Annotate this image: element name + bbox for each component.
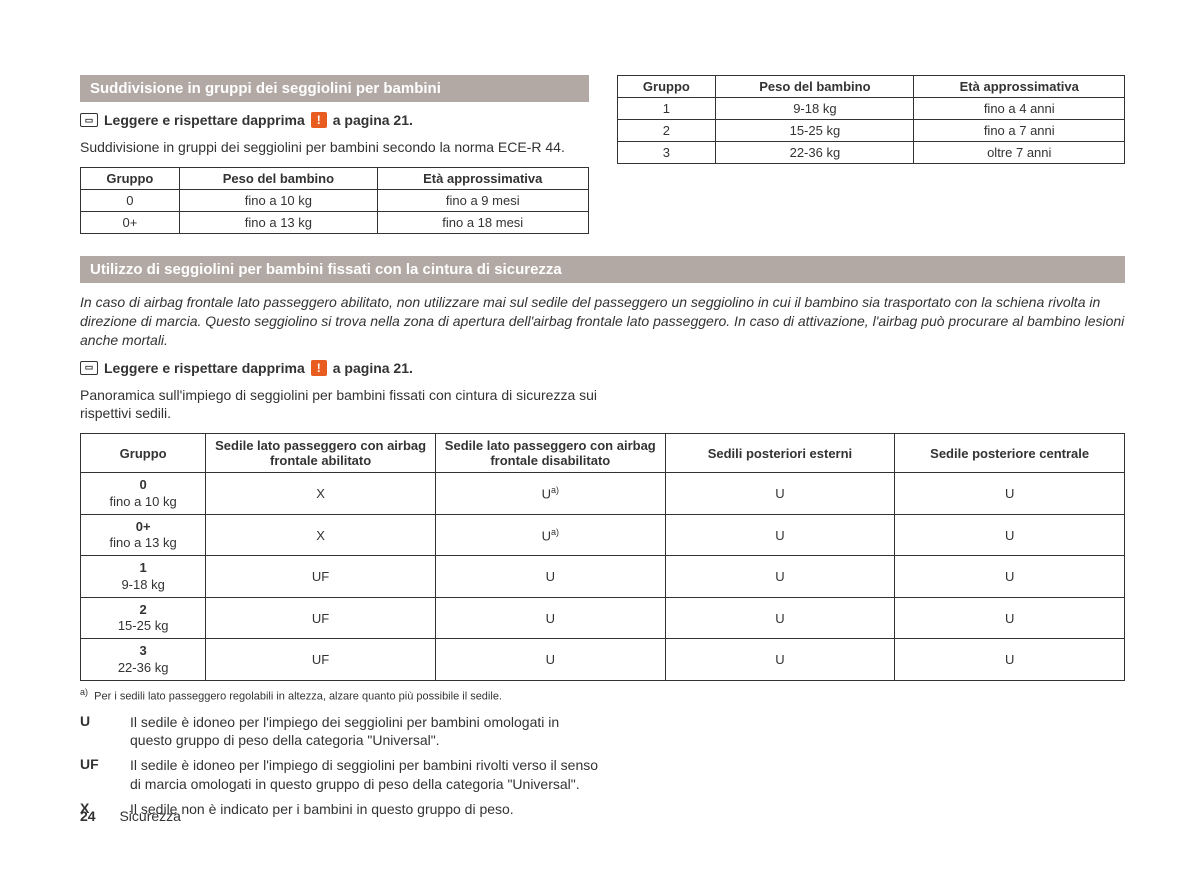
th-age: Età approssimativa [377,167,588,189]
table-row: 0+fino a 13 kgfino a 18 mesi [81,211,589,233]
read-note-1: ▭ Leggere e rispettare dapprima ! a pagi… [80,112,589,128]
seat-cell: U [665,473,895,515]
seat-group-cell: 19-18 kg [81,556,206,598]
seat-cell: U [895,556,1125,598]
table-row: 0fino a 10 kgXUa)UU [81,473,1125,515]
th-group: Gruppo [81,167,180,189]
book-icon: ▭ [80,361,98,375]
seat-th-front-enabled: Sedile lato passeggero con airbag fronta… [206,434,436,473]
legend-text: Il sedile è idoneo per l'impiego di segg… [130,756,600,794]
footnote-a: a) Per i sedili lato passeggero regolabi… [80,687,1125,703]
table-cell: 3 [617,142,716,164]
table-cell: fino a 7 anni [914,120,1125,142]
seat-cell: U [435,556,665,598]
legend-row: UF Il sedile è idoneo per l'impiego di se… [80,756,1125,794]
page-footer: 24 Sicurezza [80,808,181,824]
warning-icon: ! [311,360,327,376]
section-header-seatbelt: Utilizzo di seggiolini per bambini fissa… [80,256,1125,283]
table-cell: 2 [617,120,716,142]
warning-icon: ! [311,112,327,128]
legend-text: Il sedile non è indicato per i bambini i… [130,800,514,819]
table-cell: fino a 10 kg [179,189,377,211]
airbag-warning: In caso di airbag frontale lato passegge… [80,293,1125,350]
table-cell: 9-18 kg [716,98,914,120]
section1-intro: Suddivisione in gruppi dei seggiolini pe… [80,138,589,157]
seat-group-cell: 215-25 kg [81,597,206,639]
seat-group-cell: 322-36 kg [81,639,206,681]
table-row: 322-36 kgoltre 7 anni [617,142,1125,164]
seat-cell: UF [206,597,436,639]
legend-key: UF [80,756,108,772]
read-suffix-2: a pagina 21. [333,360,413,376]
seat-cell: U [895,514,1125,556]
seat-cell: U [665,556,895,598]
legend-row: U Il sedile è idoneo per l'impiego dei se… [80,713,1125,751]
table-cell: fino a 9 mesi [377,189,588,211]
table-cell: 0 [81,189,180,211]
seat-cell: U [665,639,895,681]
table-cell: oltre 7 anni [914,142,1125,164]
seat-cell: U [895,597,1125,639]
read-note-2: ▭ Leggere e rispettare dapprima ! a pagi… [80,360,1125,376]
legend-row: XIl sedile non è indicato per i bambini … [80,800,1125,819]
seat-th-rear-outer: Sedili posteriori esterni [665,434,895,473]
seat-cell: X [206,473,436,515]
section-header-groups: Suddivisione in gruppi dei seggiolini pe… [80,75,589,102]
seat-cell: U [665,597,895,639]
page-number: 24 [80,808,96,824]
seat-cell: Ua) [435,473,665,515]
th-group-r: Gruppo [617,76,716,98]
seat-cell: Ua) [435,514,665,556]
legend-key: U [80,713,108,729]
seat-cell: UF [206,639,436,681]
table-cell: fino a 18 mesi [377,211,588,233]
seat-th-group: Gruppo [81,434,206,473]
th-weight: Peso del bambino [179,167,377,189]
table-cell: fino a 13 kg [179,211,377,233]
table-cell: 22-36 kg [716,142,914,164]
seat-th-rear-center: Sedile posteriore centrale [895,434,1125,473]
group-table-right: Gruppo Peso del bambino Età approssimati… [617,75,1126,164]
seat-cell: U [435,639,665,681]
table-cell: 1 [617,98,716,120]
seat-cell: U [895,473,1125,515]
table-cell: fino a 4 anni [914,98,1125,120]
seat-group-cell: 0+fino a 13 kg [81,514,206,556]
read-prefix-2: Leggere e rispettare dapprima [104,360,305,376]
legend: U Il sedile è idoneo per l'impiego dei se… [80,713,1125,819]
seat-cell: X [206,514,436,556]
table-cell: 15-25 kg [716,120,914,142]
footnote-text: Per i sedili lato passeggero regolabili … [94,691,502,703]
seat-cell: U [665,514,895,556]
th-weight-r: Peso del bambino [716,76,914,98]
table-cell: 0+ [81,211,180,233]
table-row: 0fino a 10 kgfino a 9 mesi [81,189,589,211]
table-row: 215-25 kgUFUUU [81,597,1125,639]
table-row: 19-18 kgUFUUU [81,556,1125,598]
seat-cell: U [435,597,665,639]
table-row: 322-36 kgUFUUU [81,639,1125,681]
th-age-r: Età approssimativa [914,76,1125,98]
footer-section: Sicurezza [119,808,180,824]
read-suffix-1: a pagina 21. [333,112,413,128]
group-table-left: Gruppo Peso del bambino Età approssimati… [80,167,589,234]
footnote-marker: a) [80,687,88,697]
book-icon: ▭ [80,113,98,127]
seat-group-cell: 0fino a 10 kg [81,473,206,515]
table-row: 0+fino a 13 kgXUa)UU [81,514,1125,556]
seat-cell: U [895,639,1125,681]
legend-text: Il sedile è idoneo per l'impiego dei seg… [130,713,600,751]
table-row: 19-18 kgfino a 4 anni [617,98,1125,120]
seat-th-front-disabled: Sedile lato passeggero con airbag fronta… [435,434,665,473]
read-prefix-1: Leggere e rispettare dapprima [104,112,305,128]
table-row: 215-25 kgfino a 7 anni [617,120,1125,142]
seat-cell: UF [206,556,436,598]
section2-intro: Panoramica sull'impiego di seggiolini pe… [80,386,600,424]
seat-usage-table: Gruppo Sedile lato passeggero con airbag… [80,433,1125,681]
